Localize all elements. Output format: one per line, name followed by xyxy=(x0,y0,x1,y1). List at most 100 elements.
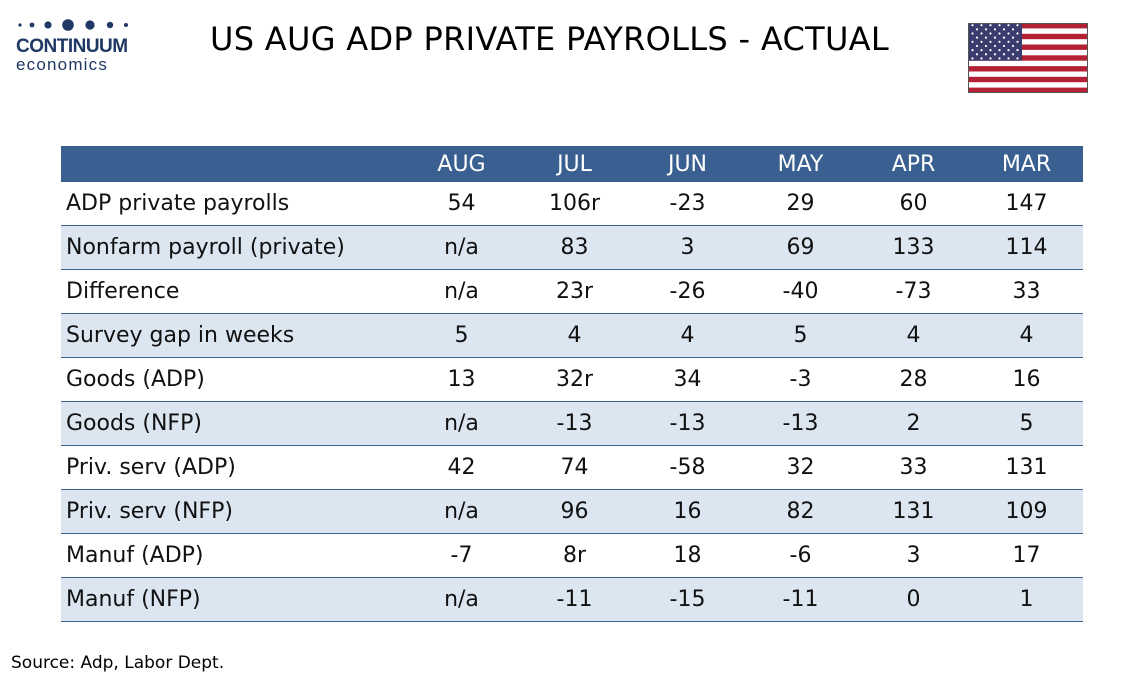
flag-star-icon xyxy=(971,32,974,35)
row-label: Difference xyxy=(61,269,405,314)
column-header xyxy=(61,146,405,182)
table-cell: 18 xyxy=(631,533,744,578)
flag-star-icon xyxy=(980,57,983,60)
table-cell: 131 xyxy=(970,445,1083,490)
flag-star-icon xyxy=(1011,53,1015,56)
flag-star-icon xyxy=(1011,36,1015,39)
source-note: Source: Adp, Labor Dept. xyxy=(11,653,225,673)
table-cell: 83 xyxy=(518,225,631,270)
flag-star-icon xyxy=(993,36,997,39)
flag-star-icon xyxy=(1016,24,1019,27)
table-cell: -23 xyxy=(631,182,744,226)
table-row: Priv. serv (NFP) n/a 96 16 82 131 109 xyxy=(61,489,1083,534)
table-cell: 28 xyxy=(857,357,970,402)
column-header: MAR xyxy=(970,146,1083,182)
row-label: Priv. serv (NFP) xyxy=(61,489,405,534)
flag-star-icon xyxy=(980,40,983,43)
table-cell: 5 xyxy=(405,313,518,358)
table-row: ADP private payrolls 54 106r -23 29 60 147 xyxy=(61,182,1083,226)
flag-star-icon xyxy=(971,40,974,43)
flag-star-icon xyxy=(998,32,1001,35)
table-cell: n/a xyxy=(405,577,518,622)
table-body: ADP private payrolls 54 106r -23 29 60 147 Nonf… xyxy=(61,182,1083,622)
column-header: JUL xyxy=(518,146,631,182)
table-row: Nonfarm payroll (private) n/a 83 3 69 133 114 xyxy=(61,225,1083,270)
column-header: JUN xyxy=(631,146,744,182)
table-cell: 133 xyxy=(857,225,970,270)
flag-star-icon xyxy=(1016,57,1019,60)
table-cell: 8r xyxy=(518,533,631,578)
flag-star-icon xyxy=(971,57,974,60)
flag-star-icon xyxy=(998,49,1001,52)
flag-star-icon xyxy=(1016,49,1019,52)
flag-star-icon xyxy=(1002,28,1006,31)
column-header: MAY xyxy=(744,146,857,182)
table-cell: 106r xyxy=(518,182,631,226)
table-cell: 5 xyxy=(744,313,857,358)
table-cell: -11 xyxy=(744,577,857,622)
row-label: Manuf (NFP) xyxy=(61,577,405,622)
flag-star-icon xyxy=(998,24,1001,27)
table-cell: 1 xyxy=(970,577,1083,622)
table-cell: 147 xyxy=(970,182,1083,226)
row-label: ADP private payrolls xyxy=(61,182,405,226)
table-cell: 5 xyxy=(970,401,1083,446)
flag-star-icon xyxy=(984,44,988,48)
row-label: Survey gap in weeks xyxy=(61,313,405,358)
flag-star-icon xyxy=(993,53,997,56)
logo-dots-icon xyxy=(18,19,128,31)
table-cell: 23r xyxy=(518,269,631,314)
flag-star-icon xyxy=(1002,44,1006,48)
table-row: Manuf (NFP) n/a -11 -15 -11 0 1 xyxy=(61,577,1083,622)
table-cell: 33 xyxy=(970,269,1083,314)
flag-star-icon xyxy=(989,24,992,27)
flag-star-icon xyxy=(984,53,988,56)
table-cell: -13 xyxy=(631,401,744,446)
table-cell: 96 xyxy=(518,489,631,534)
table-row: Difference n/a 23r -26 -40 -73 33 xyxy=(61,269,1083,314)
flag-star-icon xyxy=(1011,44,1015,48)
table-row: Survey gap in weeks 5 4 4 5 4 4 xyxy=(61,313,1083,358)
table-cell: 2 xyxy=(857,401,970,446)
column-header: AUG xyxy=(405,146,518,182)
table-row: Goods (ADP) 13 32r 34 -3 28 16 xyxy=(61,357,1083,402)
table-cell: 29 xyxy=(744,182,857,226)
table-cell: 34 xyxy=(631,357,744,402)
table-cell: 4 xyxy=(970,313,1083,358)
table-cell: -13 xyxy=(518,401,631,446)
flag-star-icon xyxy=(975,28,979,31)
table-cell: 4 xyxy=(631,313,744,358)
flag-star-icon xyxy=(1016,32,1019,35)
flag-star-icon xyxy=(1007,24,1010,27)
table-cell: 69 xyxy=(744,225,857,270)
table-cell: 60 xyxy=(857,182,970,226)
flag-star-icon xyxy=(1002,36,1006,39)
flag-star-icon xyxy=(993,28,997,31)
table-cell: n/a xyxy=(405,489,518,534)
table-cell: 16 xyxy=(631,489,744,534)
table-cell: 17 xyxy=(970,533,1083,578)
flag-star-icon xyxy=(989,49,992,52)
flag-star-icon xyxy=(975,36,979,39)
table-cell: 3 xyxy=(857,533,970,578)
flag-star-icon xyxy=(989,57,992,60)
flag-star-icon xyxy=(998,57,1001,60)
table-cell: -15 xyxy=(631,577,744,622)
logo-subtitle: economics xyxy=(16,55,109,74)
table-cell: -3 xyxy=(744,357,857,402)
flag-star-icon xyxy=(980,32,983,35)
table-cell: -6 xyxy=(744,533,857,578)
table-cell: n/a xyxy=(405,401,518,446)
table-cell: n/a xyxy=(405,225,518,270)
payrolls-table: AUG JUL JUN MAY APR MAR ADP private payr… xyxy=(61,146,1083,622)
table-cell: 74 xyxy=(518,445,631,490)
table-cell: -13 xyxy=(744,401,857,446)
table-cell: 13 xyxy=(405,357,518,402)
table-cell: 42 xyxy=(405,445,518,490)
row-label: Manuf (ADP) xyxy=(61,533,405,578)
table-cell: n/a xyxy=(405,269,518,314)
table-cell: 3 xyxy=(631,225,744,270)
flag-star-icon xyxy=(975,44,979,48)
flag-star-icon xyxy=(980,24,983,27)
flag-star-icon xyxy=(984,28,988,31)
